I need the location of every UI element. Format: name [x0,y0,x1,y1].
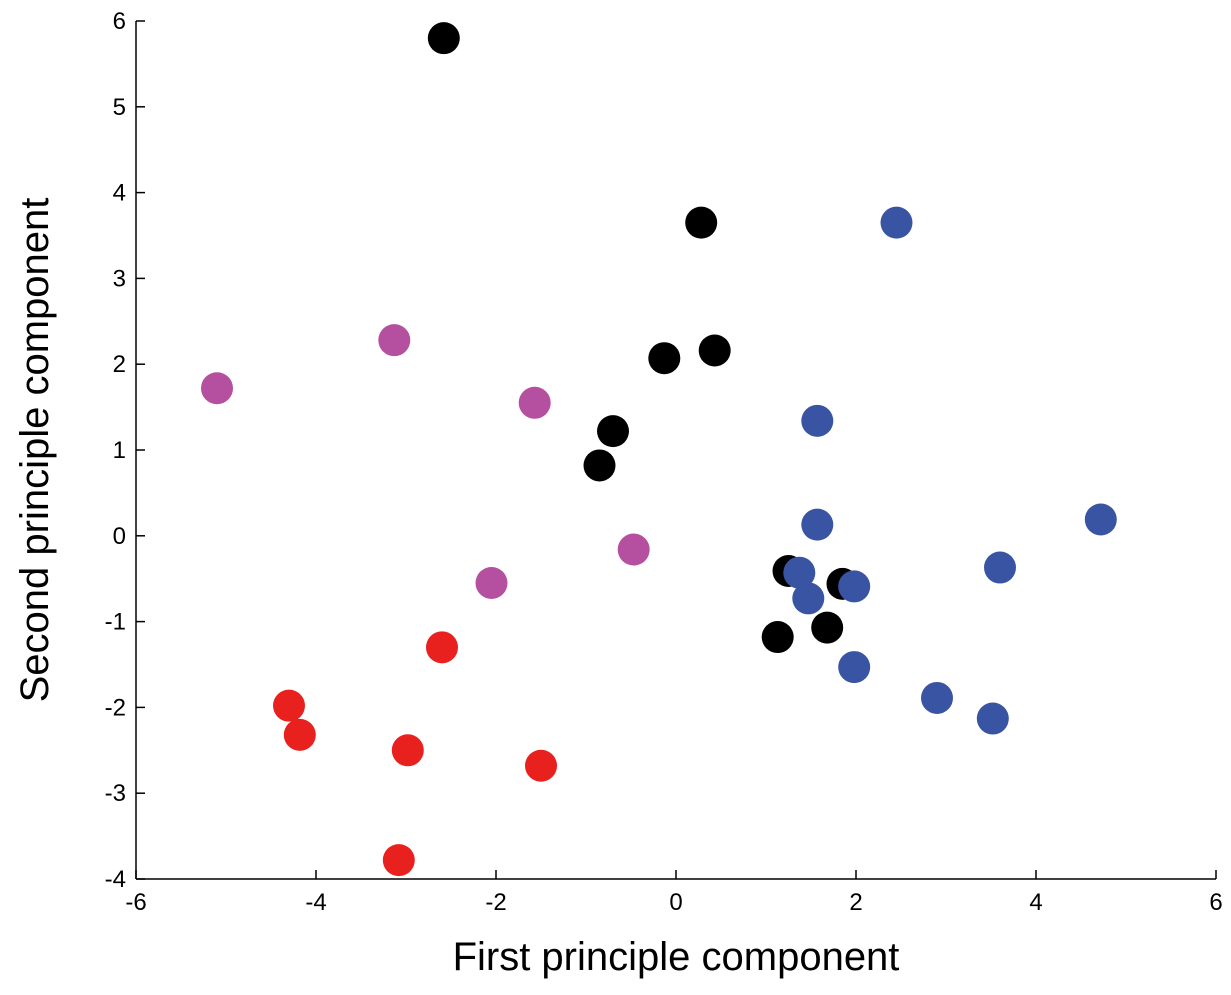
data-point [685,206,718,239]
y-axis-title: Second principle component [13,198,57,703]
data-point [811,611,844,644]
y-tick-label: -1 [105,609,126,636]
data-point [761,621,794,654]
x-tick-label: 4 [1029,889,1042,916]
x-tick-label: 2 [849,889,862,916]
y-tick-label: 5 [113,94,126,121]
data-point [801,404,834,437]
x-tick-label: 0 [669,889,682,916]
data-point [984,551,1016,584]
y-tick-label: -4 [105,866,126,893]
data-point [617,533,650,566]
data-point [648,342,681,375]
x-tick-label: -4 [305,889,326,916]
y-tick-label: -2 [105,694,126,721]
x-tick-label: -2 [485,889,506,916]
data-point [378,324,411,357]
data-point [976,702,1009,735]
data-point [201,372,233,405]
data-points [201,22,1117,877]
data-point [426,631,458,664]
y-tick-label: 3 [113,265,126,292]
y-tick-label: -3 [105,780,126,807]
data-point [838,651,871,684]
y-tick-label: 2 [113,351,126,378]
data-point [283,718,316,751]
data-point [792,582,825,615]
x-tick-label: 6 [1209,889,1222,916]
data-point [838,570,871,603]
data-point [475,566,508,599]
series [201,324,650,599]
data-point [801,508,834,541]
data-point [427,22,460,55]
data-point [1084,503,1117,536]
data-point [518,386,551,419]
data-point [391,734,424,767]
x-tick-label: -6 [125,889,146,916]
y-tick-label: 4 [113,180,126,207]
series [783,206,1117,735]
data-point [783,556,816,589]
data-point [698,334,731,367]
y-tick-label: 0 [113,523,126,550]
data-point [382,844,415,877]
data-point [583,449,616,482]
data-point [525,749,557,782]
series [273,631,557,877]
data-point [273,689,305,722]
x-axis-title: First principle component [453,935,900,979]
data-point [921,681,953,714]
data-point [880,206,913,239]
y-tick-label: 6 [113,8,126,35]
y-tick-label: 1 [113,437,126,464]
data-point [597,415,629,448]
